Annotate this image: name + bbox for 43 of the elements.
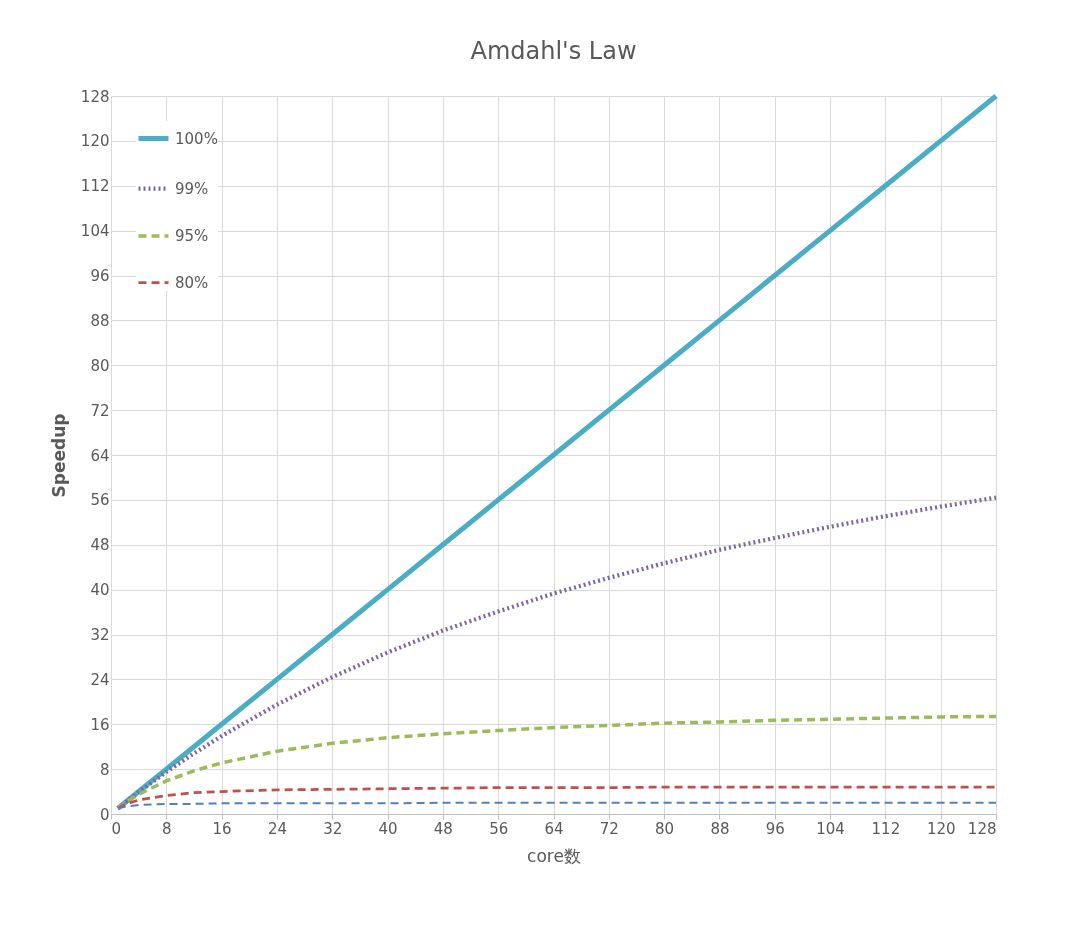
x-axis-title: core数	[527, 845, 581, 866]
y-tick-label: 104	[80, 222, 110, 241]
x-tick-label: 120	[926, 819, 956, 838]
x-tick-label: 72	[599, 819, 619, 838]
y-tick-label: 24	[90, 670, 110, 689]
x-tick-label: 24	[267, 819, 287, 838]
chart-title: Amdahl's Law	[470, 37, 637, 65]
x-tick-label: 40	[378, 819, 398, 838]
x-tick-label: 64	[544, 819, 564, 838]
y-tick-label: 48	[90, 536, 110, 555]
y-tick-label: 40	[90, 581, 110, 600]
y-tick-label: 56	[90, 491, 110, 510]
x-tick-label: 8	[162, 819, 172, 838]
y-tick-label: 0	[99, 805, 110, 824]
y-tick-label: 32	[90, 626, 110, 644]
y-tick-label: 72	[90, 401, 110, 420]
x-tick-label: 128	[967, 819, 997, 838]
line-series	[116, 785, 998, 810]
y-tick-label: 128	[80, 87, 110, 106]
y-tick-label: 80	[90, 356, 110, 375]
y-tick-label: 88	[90, 311, 110, 330]
legend-label: 100%	[175, 129, 218, 148]
legend-label: 95%	[175, 227, 209, 245]
y-tick-label: 64	[90, 446, 110, 465]
y-axis-title: Speedup	[48, 413, 69, 498]
x-tick-label: 56	[489, 819, 509, 838]
x-tick-label: 0	[111, 819, 122, 838]
x-tick-label: 104	[816, 819, 845, 838]
y-tick-label: 96	[90, 267, 110, 285]
x-tick-label: 96	[765, 819, 785, 838]
legend-label: 80%	[175, 273, 209, 292]
x-tick-label: 88	[710, 819, 730, 838]
x-tick-label: 48	[433, 819, 453, 838]
y-tick-label: 8	[99, 760, 110, 779]
y-tick-label: 16	[90, 715, 110, 734]
x-tick-label: 16	[212, 819, 232, 838]
x-tick-label: 80	[655, 819, 675, 838]
y-tick-label: 112	[80, 177, 110, 196]
x-tick-label: 32	[323, 819, 343, 838]
legend-label: 99%	[175, 179, 209, 198]
line-series	[115, 495, 999, 811]
x-tick-label: 112	[871, 819, 901, 838]
y-tick-label: 120	[80, 132, 110, 151]
